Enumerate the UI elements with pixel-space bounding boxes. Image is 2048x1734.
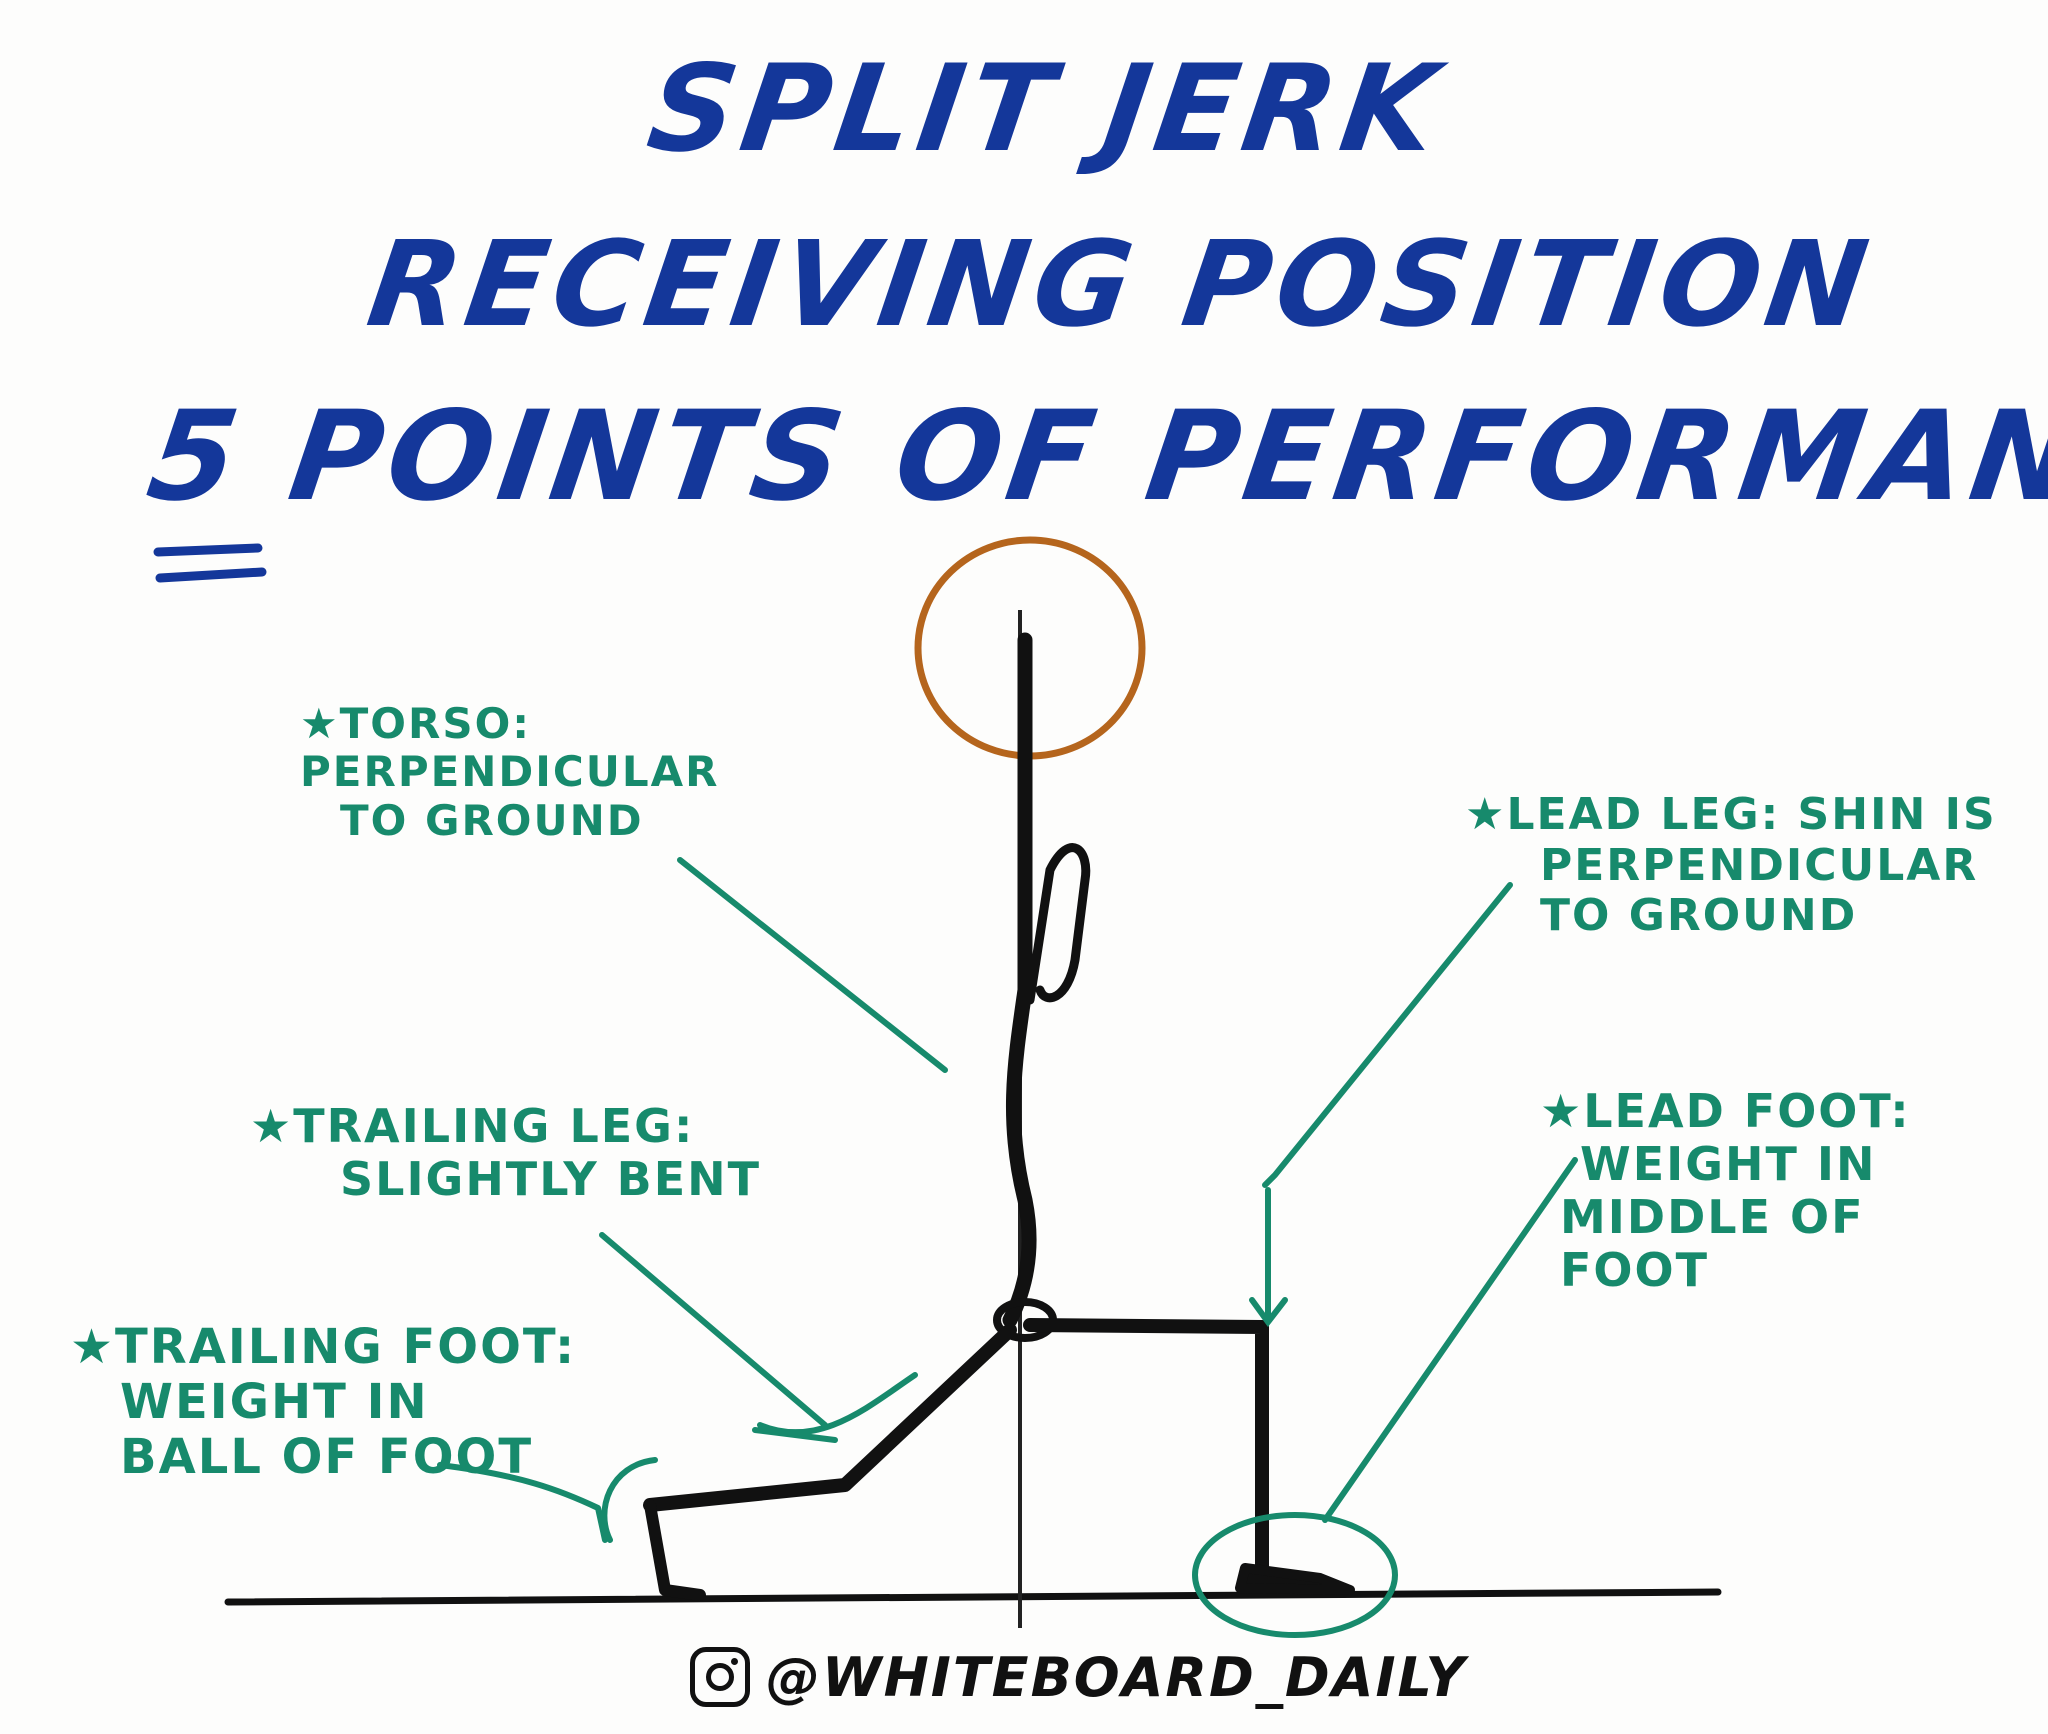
- annotation-lead-foot-line-4: FOOT: [1560, 1242, 1710, 1297]
- annotation-trailing-foot-line-2: WEIGHT IN: [120, 1374, 429, 1431]
- torso-leader-line: [677, 857, 948, 1073]
- lead-foot: [1235, 1563, 1355, 1595]
- instagram-handle: @WHITEBOARD_DAILY: [766, 1645, 1467, 1709]
- annotation-trailing-leg-line-1: ★TRAILING LEG:: [250, 1099, 695, 1153]
- lead-leg-arrow: [1249, 1187, 1288, 1328]
- annotation-lead-foot-line-1: ★LEAD FOOT:: [1540, 1084, 1911, 1138]
- lead-foot-leader-line: [1322, 1157, 1578, 1523]
- annotation-trailing-foot-line-1: ★TRAILING FOOT:: [70, 1319, 577, 1375]
- annotation-lead-leg: ★LEAD LEG: SHIN IS PERPENDICULAR TO GROU…: [1465, 789, 1997, 942]
- trailing-leg-leader-line: [599, 1232, 918, 1443]
- annotation-torso-line-2: PERPENDICULAR: [300, 747, 720, 797]
- lead-leg-leader-line: [1262, 882, 1513, 1188]
- annotation-torso: ★TORSO: PERPENDICULAR TO GROUND: [300, 699, 720, 845]
- annotation-lead-foot-line-3: MIDDLE OF: [1560, 1189, 1865, 1244]
- instagram-icon: [690, 1647, 750, 1707]
- annotation-lead-leg-line-1: ★LEAD LEG: SHIN IS: [1465, 789, 1997, 840]
- trailing-foot: [644, 1499, 706, 1601]
- trailing-leg: [643, 1323, 1017, 1512]
- lead-foot-circle: [1192, 1512, 1398, 1638]
- annotation-lead-foot: ★LEAD FOOT: WEIGHT IN MIDDLE OF FOOT: [1540, 1085, 1911, 1297]
- title-number-underline: [153, 543, 267, 583]
- annotation-trailing-leg: ★TRAILING LEG: SLIGHTLY BENT: [250, 1100, 761, 1206]
- annotation-trailing-foot: ★TRAILING FOOT: WEIGHT IN BALL OF FOOT: [70, 1319, 577, 1486]
- annotation-lead-leg-line-2: PERPENDICULAR: [1540, 839, 1979, 891]
- ground-line: [224, 1588, 1722, 1606]
- annotation-trailing-foot-line-3: BALL OF FOOT: [120, 1429, 534, 1486]
- torso: [1002, 632, 1037, 1328]
- annotation-trailing-leg-line-2: SLIGHTLY BENT: [340, 1151, 762, 1206]
- annotation-lead-leg-line-3: TO GROUND: [1540, 890, 1858, 942]
- annotation-torso-line-1: ★TORSO:: [300, 699, 532, 748]
- trailing-foot-leader-line: [437, 1457, 658, 1543]
- annotation-lead-foot-line-2: WEIGHT IN: [1580, 1136, 1877, 1191]
- lead-leg: [1023, 1318, 1269, 1577]
- annotation-torso-line-3: TO GROUND: [340, 795, 644, 845]
- arm: [1025, 843, 1091, 1005]
- footer-handle: @WHITEBOARD_DAILY: [690, 1640, 1467, 1714]
